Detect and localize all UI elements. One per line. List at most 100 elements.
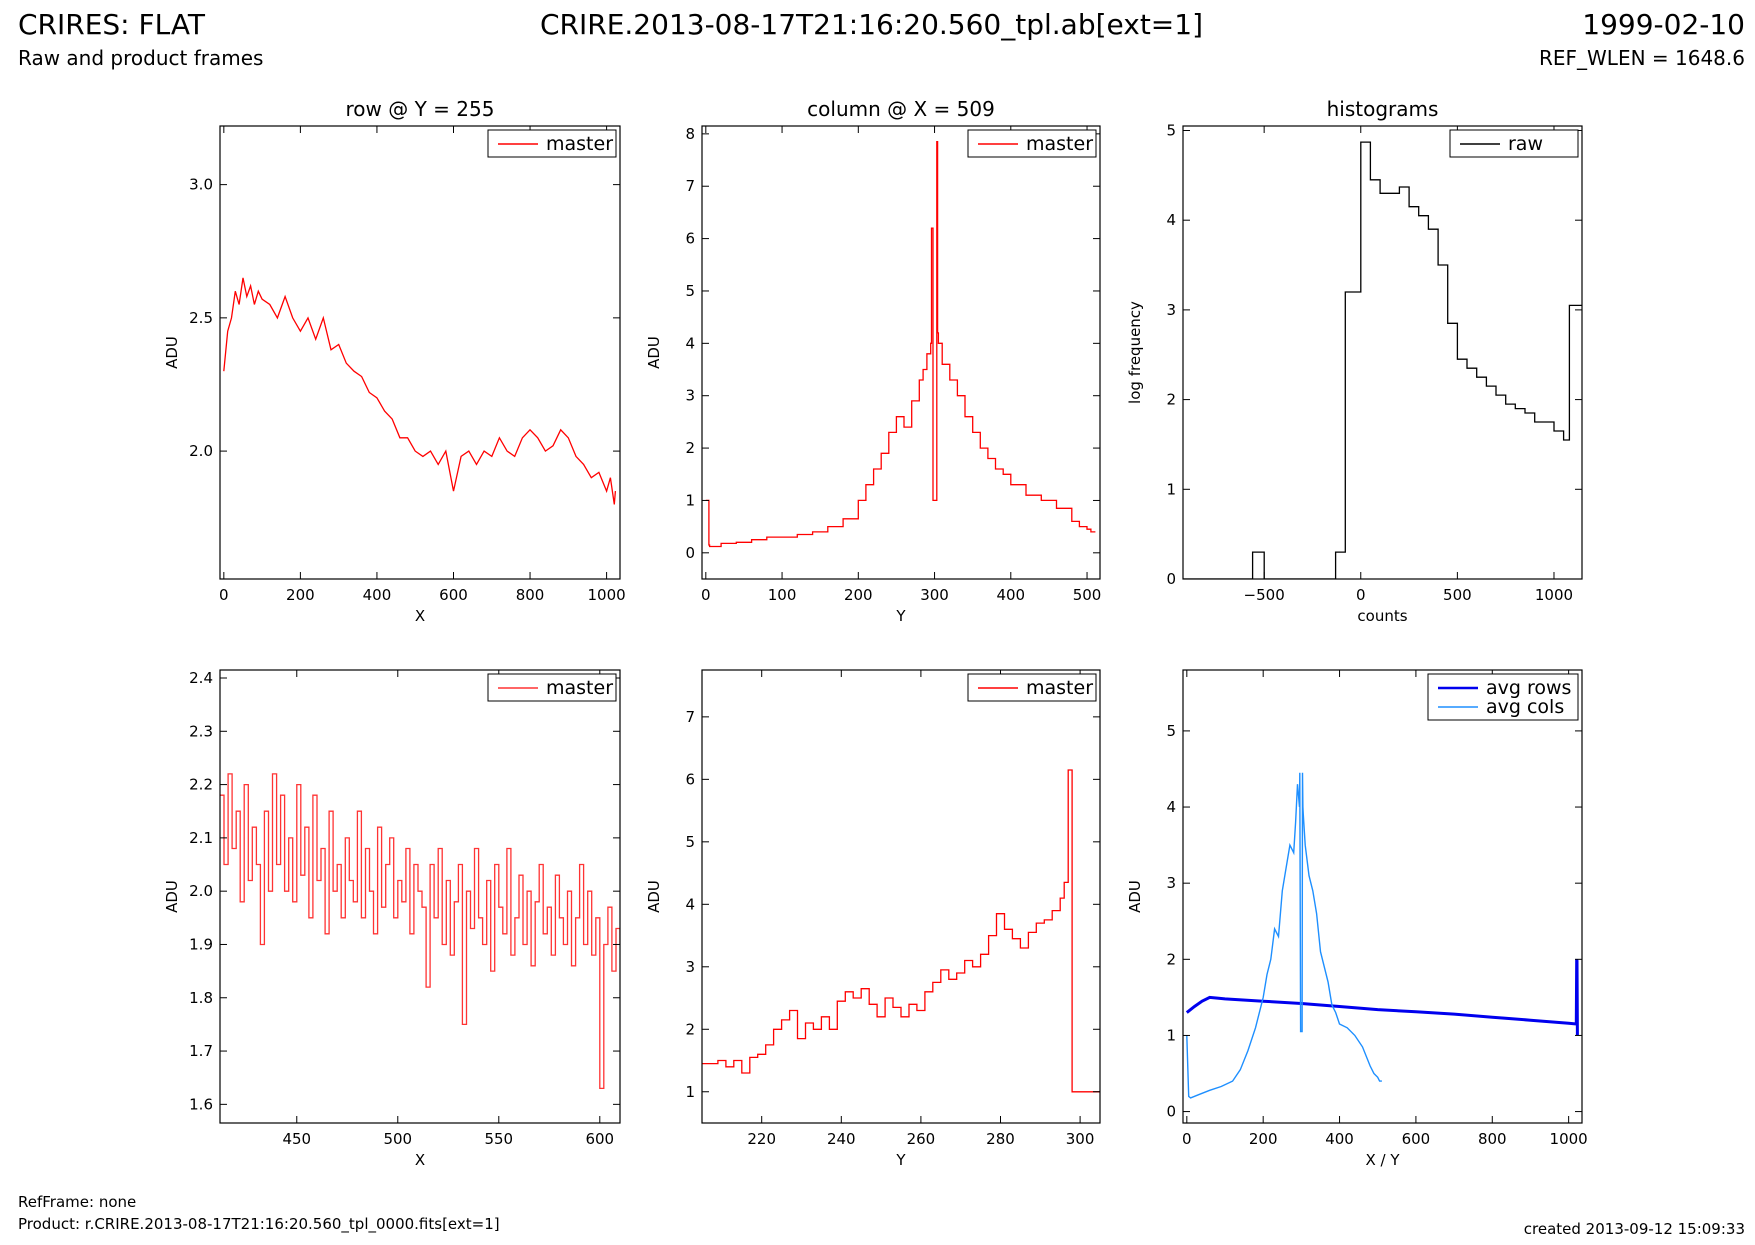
y-tick-label: 7 xyxy=(685,708,695,726)
axes-frame xyxy=(219,669,621,1124)
y-axis-label: ADU xyxy=(163,336,181,369)
y-tick-label: 1 xyxy=(1166,1026,1176,1044)
x-axis-label: X xyxy=(415,1151,425,1169)
x-tick-label: −500 xyxy=(1244,586,1285,604)
x-tick-label: 200 xyxy=(286,586,315,604)
x-tick-label: 1000 xyxy=(588,586,626,604)
series-line-histograms-0 xyxy=(1183,141,1582,579)
axes-frame xyxy=(701,125,1101,580)
x-tick-label: 300 xyxy=(920,586,949,604)
y-tick-label: 2 xyxy=(1166,391,1176,409)
x-tick-label: 0 xyxy=(219,586,229,604)
x-tick-label: 100 xyxy=(768,586,797,604)
x-tick-label: 0 xyxy=(1182,1130,1192,1148)
x-tick-label: 400 xyxy=(1325,1130,1354,1148)
x-tick-label: 600 xyxy=(585,1130,614,1148)
y-tick-label: 0 xyxy=(685,544,695,562)
x-tick-label: 1000 xyxy=(1550,1130,1588,1148)
series-line-averages-1 xyxy=(1186,772,1382,1099)
y-tick-label: 3.0 xyxy=(189,176,213,194)
panel-title: column @ X = 509 xyxy=(807,97,995,121)
x-tick-label: 800 xyxy=(1478,1130,1507,1148)
y-tick-label: 3 xyxy=(1166,874,1176,892)
y-tick-label: 5 xyxy=(1166,722,1176,740)
x-tick-label: 240 xyxy=(827,1130,856,1148)
y-tick-label: 2 xyxy=(1166,950,1176,968)
panel-row: 0 200 400 600 800 1000 2.0 2.5 3.0 row @ Y = 255 X… xyxy=(163,97,626,625)
x-tick-label: 0 xyxy=(1356,586,1366,604)
y-axis-label: ADU xyxy=(1126,880,1144,913)
y-tick-label: 4 xyxy=(1166,798,1176,816)
y-tick-label: 1 xyxy=(685,491,695,509)
panel-column-zoom: 220 240 260 280 300 1 2 3 4 5 6 7 Y ADU master xyxy=(645,669,1101,1169)
y-tick-label: 2 xyxy=(685,439,695,457)
y-axis-label: ADU xyxy=(645,336,663,369)
file-name: CRIRE.2013-08-17T21:16:20.560_tpl.ab[ext… xyxy=(540,8,1204,41)
legend-label: avg cols xyxy=(1486,696,1564,718)
y-tick-label: 4 xyxy=(685,334,695,352)
legend-label: master xyxy=(546,133,613,155)
y-tick-label: 2.1 xyxy=(189,829,213,847)
x-axis-label: X / Y xyxy=(1365,1151,1400,1169)
axes-frame xyxy=(701,669,1101,1124)
x-tick-label: 200 xyxy=(1249,1130,1278,1148)
panel-histograms: −500 0 500 1000 0 1 2 3 4 5 histograms counts log fr… xyxy=(1126,97,1583,625)
x-tick-label: 450 xyxy=(282,1130,311,1148)
y-tick-label: 4 xyxy=(1166,211,1176,229)
y-tick-label: 1.7 xyxy=(189,1042,213,1060)
figure-subtitle: Raw and product frames xyxy=(18,46,264,70)
y-tick-label: 2.0 xyxy=(189,442,213,460)
y-tick-label: 2 xyxy=(685,1020,695,1038)
x-tick-label: 500 xyxy=(1443,586,1472,604)
legend-label: raw xyxy=(1508,133,1543,155)
series-line-column-0 xyxy=(705,141,1096,548)
ref-wavelength: REF_WLEN = 1648.6 xyxy=(1538,46,1745,70)
panel-averages: 0 200 400 600 800 1000 0 1 2 3 4 5 X / Y ADU avg rowsa… xyxy=(1126,669,1588,1169)
series-line-column-zoom-0 xyxy=(702,769,1100,1093)
refframe-note: RefFrame: none xyxy=(18,1193,137,1211)
y-tick-label: 2.3 xyxy=(189,722,213,740)
y-tick-label: 6 xyxy=(685,770,695,788)
axes-frame xyxy=(1182,669,1583,1124)
y-axis-label: ADU xyxy=(163,880,181,913)
x-axis-label: counts xyxy=(1357,607,1407,625)
legend-label: master xyxy=(546,677,613,699)
series-line-averages-0 xyxy=(1185,959,1579,1036)
series-line-row-0 xyxy=(223,277,617,505)
x-axis-label: Y xyxy=(895,1151,906,1169)
legend-label: master xyxy=(1026,133,1093,155)
y-tick-label: 0 xyxy=(1166,1103,1176,1121)
y-tick-label: 5 xyxy=(685,282,695,300)
y-tick-label: 8 xyxy=(685,125,695,143)
y-tick-label: 1.6 xyxy=(189,1095,213,1113)
y-tick-label: 1 xyxy=(685,1083,695,1101)
y-tick-label: 3 xyxy=(685,387,695,405)
x-axis-label: X xyxy=(415,607,425,625)
panel-column: 0 100 200 300 400 500 0 1 2 3 4 5 6 7 8 column @ X = 50… xyxy=(645,97,1101,625)
x-tick-label: 550 xyxy=(484,1130,513,1148)
x-tick-label: 800 xyxy=(516,586,545,604)
panel-row-zoom: 450 500 550 600 1.6 1.7 1.8 1.9 2.0 2.1 2.2 2.3 2.4 X… xyxy=(163,669,621,1169)
observation-date: 1999-02-10 xyxy=(1582,8,1745,41)
figure-title: CRIRES: FLAT xyxy=(18,8,205,41)
x-tick-label: 1000 xyxy=(1535,586,1573,604)
legend-box xyxy=(1427,673,1579,721)
y-tick-label: 6 xyxy=(685,230,695,248)
created-note: created 2013-09-12 15:09:33 xyxy=(1523,1220,1745,1238)
y-axis-label: ADU xyxy=(645,880,663,913)
y-tick-label: 5 xyxy=(685,833,695,851)
y-tick-label: 2.2 xyxy=(189,776,213,794)
x-tick-label: 0 xyxy=(701,586,711,604)
axes-frame xyxy=(219,125,621,580)
x-tick-label: 500 xyxy=(1073,586,1102,604)
y-tick-label: 5 xyxy=(1166,121,1176,139)
x-tick-label: 280 xyxy=(986,1130,1015,1148)
x-tick-label: 220 xyxy=(747,1130,776,1148)
x-tick-label: 400 xyxy=(996,586,1025,604)
product-note: Product: r.CRIRE.2013-08-17T21:16:20.560… xyxy=(18,1215,500,1233)
y-tick-label: 3 xyxy=(1166,301,1176,319)
y-tick-label: 3 xyxy=(685,958,695,976)
x-tick-label: 200 xyxy=(844,586,873,604)
x-tick-label: 260 xyxy=(907,1130,936,1148)
y-tick-label: 1 xyxy=(1166,480,1176,498)
